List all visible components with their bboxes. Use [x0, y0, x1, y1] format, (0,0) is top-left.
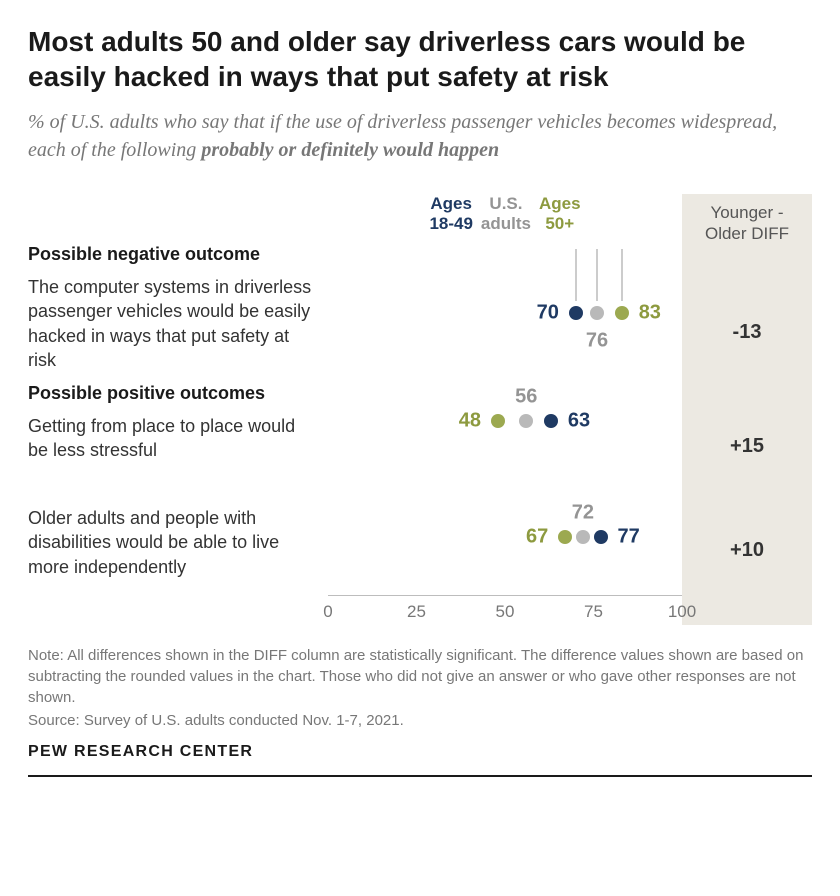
plot-column: Ages 18-49 U.S. adults Ages 50+ 70 83 76 4… [328, 194, 682, 625]
value-all: 56 [515, 385, 537, 408]
axis-tick: 25 [407, 602, 426, 622]
row-label-1: Getting from place to place would be les… [28, 414, 328, 506]
connector-tick [596, 249, 598, 301]
diff-value-2: +10 [682, 511, 812, 611]
chart-row-0: 70 83 76 [328, 241, 682, 371]
axis-tick: 50 [496, 602, 515, 622]
value-young: 63 [568, 409, 590, 432]
legend-young: Ages 18-49 [429, 194, 472, 235]
chart-row-1: 48 63 56 [328, 371, 682, 481]
axis-tick: 0 [323, 602, 332, 622]
diff-header-l1: Younger - [688, 202, 806, 223]
section-header-negative: Possible negative outcome [28, 244, 328, 265]
subtitle: % of U.S. adults who say that if the use… [28, 108, 812, 164]
x-axis: 0255075100 [328, 595, 682, 625]
labels-column: Possible negative outcome The computer s… [28, 194, 328, 625]
plot-area: 708376 486356 677772 0255075100 [328, 241, 682, 672]
axis-tick: 100 [668, 602, 696, 622]
dot-young [569, 306, 583, 320]
dot-young [594, 530, 608, 544]
dot-old [491, 414, 505, 428]
diff-column: Younger - Older DIFF -13 +15 +10 [682, 194, 812, 625]
legend-all: U.S. adults [481, 194, 531, 235]
section-header-positive: Possible positive outcomes [28, 383, 328, 404]
dot-all [576, 530, 590, 544]
bottom-rule [28, 775, 812, 777]
legend-all-l1: U.S. [481, 194, 531, 214]
subtitle-bold: probably or definitely would happen [201, 139, 499, 161]
legend: Ages 18-49 U.S. adults Ages 50+ [328, 194, 682, 235]
dot-all [590, 306, 604, 320]
legend-young-l1: Ages [429, 194, 472, 214]
row-label-2: Older adults and people with disabilitie… [28, 506, 328, 606]
legend-all-l2: adults [481, 214, 531, 234]
value-young: 77 [617, 525, 639, 548]
value-old: 67 [526, 525, 548, 548]
chart-row-2: 67 77 72 [328, 481, 682, 591]
legend-old-l1: Ages [539, 194, 581, 214]
page-title: Most adults 50 and older say driverless … [28, 24, 812, 94]
value-old: 48 [459, 409, 481, 432]
row-label-0: The computer systems in driverless passe… [28, 275, 328, 383]
dot-old [558, 530, 572, 544]
legend-old-l2: 50+ [539, 214, 581, 234]
chart: Possible negative outcome The computer s… [28, 194, 812, 625]
value-all: 76 [586, 329, 608, 352]
diff-header: Younger - Older DIFF [682, 202, 812, 245]
diff-value-0: -13 [682, 281, 812, 411]
dot-young [544, 414, 558, 428]
connector-tick [621, 249, 623, 301]
diff-value-1: +15 [682, 411, 812, 511]
dot-old [615, 306, 629, 320]
connector-tick [575, 249, 577, 301]
source: Source: Survey of U.S. adults conducted … [28, 712, 812, 729]
value-old: 83 [639, 301, 661, 324]
legend-old: Ages 50+ [539, 194, 581, 235]
diff-header-l2: Older DIFF [688, 223, 806, 244]
axis-tick: 75 [584, 602, 603, 622]
dot-all [519, 414, 533, 428]
brand: PEW RESEARCH CENTER [28, 743, 812, 761]
value-young: 70 [537, 301, 559, 324]
legend-young-l2: 18-49 [429, 214, 472, 234]
value-all: 72 [572, 501, 594, 524]
